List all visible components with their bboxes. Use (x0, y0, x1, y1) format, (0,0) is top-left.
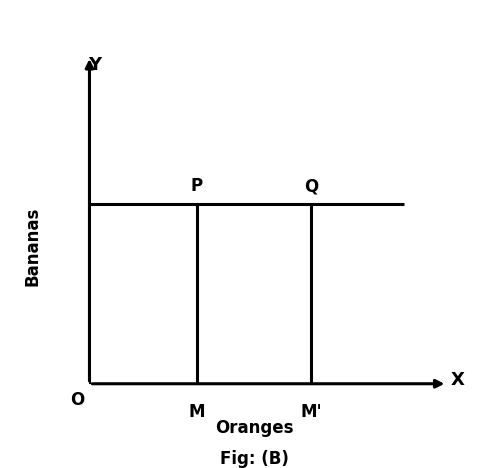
Text: M': M' (301, 403, 322, 421)
Text: Y: Y (88, 56, 101, 74)
Text: Q: Q (304, 177, 319, 196)
Text: Bananas: Bananas (23, 206, 41, 286)
Text: Oranges: Oranges (215, 419, 293, 437)
Text: M: M (188, 403, 205, 421)
Text: O: O (70, 391, 84, 409)
Text: Fig: (B): Fig: (B) (220, 450, 288, 468)
Text: P: P (191, 177, 203, 196)
Text: X: X (451, 372, 465, 389)
